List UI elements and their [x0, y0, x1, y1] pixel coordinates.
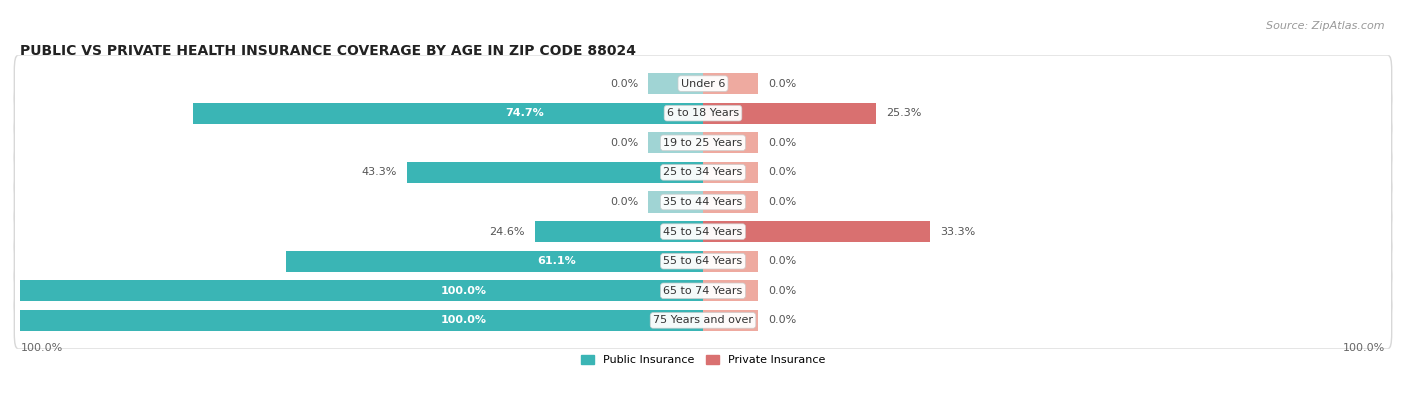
Text: 0.0%: 0.0%: [610, 138, 638, 148]
Text: 0.0%: 0.0%: [768, 316, 796, 325]
FancyBboxPatch shape: [14, 114, 1392, 171]
Text: 35 to 44 Years: 35 to 44 Years: [664, 197, 742, 207]
FancyBboxPatch shape: [14, 203, 1392, 260]
Legend: Public Insurance, Private Insurance: Public Insurance, Private Insurance: [576, 350, 830, 370]
Bar: [703, 73, 758, 94]
Text: 0.0%: 0.0%: [768, 286, 796, 296]
Text: 100.0%: 100.0%: [441, 286, 486, 296]
FancyBboxPatch shape: [14, 233, 1392, 290]
Text: 100.0%: 100.0%: [441, 316, 486, 325]
Text: 61.1%: 61.1%: [537, 256, 576, 266]
Bar: [408, 162, 703, 183]
Text: 100.0%: 100.0%: [21, 343, 63, 353]
Text: Source: ZipAtlas.com: Source: ZipAtlas.com: [1267, 21, 1385, 31]
Bar: [193, 102, 703, 124]
Bar: [648, 73, 703, 94]
Text: 33.3%: 33.3%: [941, 227, 976, 237]
FancyBboxPatch shape: [14, 85, 1392, 142]
Bar: [703, 102, 876, 124]
FancyBboxPatch shape: [15, 292, 1391, 348]
Text: 19 to 25 Years: 19 to 25 Years: [664, 138, 742, 148]
Bar: [703, 102, 876, 124]
Text: 65 to 74 Years: 65 to 74 Years: [664, 286, 742, 296]
Bar: [648, 73, 703, 94]
Text: 0.0%: 0.0%: [768, 256, 796, 266]
Text: 0.0%: 0.0%: [610, 197, 638, 207]
Text: 25.3%: 25.3%: [886, 108, 921, 118]
Text: 75 Years and over: 75 Years and over: [652, 316, 754, 325]
Bar: [21, 280, 703, 301]
FancyBboxPatch shape: [14, 173, 1392, 230]
Bar: [648, 132, 703, 154]
FancyBboxPatch shape: [15, 115, 1391, 171]
Text: 0.0%: 0.0%: [610, 78, 638, 89]
Bar: [648, 132, 703, 154]
Bar: [703, 191, 758, 213]
FancyBboxPatch shape: [15, 174, 1391, 230]
FancyBboxPatch shape: [15, 85, 1391, 141]
Bar: [21, 280, 703, 301]
Text: 100.0%: 100.0%: [1343, 343, 1385, 353]
Bar: [703, 221, 931, 242]
Bar: [703, 162, 758, 183]
Bar: [21, 310, 703, 331]
Text: 24.6%: 24.6%: [489, 227, 524, 237]
Bar: [285, 251, 703, 272]
Bar: [703, 280, 758, 301]
FancyBboxPatch shape: [14, 292, 1392, 349]
Text: 43.3%: 43.3%: [361, 167, 398, 178]
Text: 55 to 64 Years: 55 to 64 Years: [664, 256, 742, 266]
Bar: [703, 251, 758, 272]
Bar: [193, 102, 703, 124]
FancyBboxPatch shape: [14, 144, 1392, 201]
Text: 0.0%: 0.0%: [768, 138, 796, 148]
FancyBboxPatch shape: [15, 204, 1391, 259]
Bar: [703, 221, 931, 242]
Bar: [536, 221, 703, 242]
FancyBboxPatch shape: [15, 263, 1391, 318]
Bar: [648, 191, 703, 213]
Text: 0.0%: 0.0%: [768, 167, 796, 178]
Bar: [21, 310, 703, 331]
Text: 74.7%: 74.7%: [505, 108, 544, 118]
Bar: [648, 191, 703, 213]
Bar: [408, 162, 703, 183]
Text: 25 to 34 Years: 25 to 34 Years: [664, 167, 742, 178]
Text: PUBLIC VS PRIVATE HEALTH INSURANCE COVERAGE BY AGE IN ZIP CODE 88024: PUBLIC VS PRIVATE HEALTH INSURANCE COVER…: [21, 44, 637, 58]
FancyBboxPatch shape: [14, 55, 1392, 112]
Bar: [285, 251, 703, 272]
Bar: [703, 132, 758, 154]
FancyBboxPatch shape: [15, 233, 1391, 289]
Text: 0.0%: 0.0%: [768, 78, 796, 89]
FancyBboxPatch shape: [15, 56, 1391, 112]
Text: 45 to 54 Years: 45 to 54 Years: [664, 227, 742, 237]
Bar: [703, 310, 758, 331]
FancyBboxPatch shape: [15, 145, 1391, 200]
Text: 0.0%: 0.0%: [768, 197, 796, 207]
Bar: [536, 221, 703, 242]
Text: 6 to 18 Years: 6 to 18 Years: [666, 108, 740, 118]
FancyBboxPatch shape: [14, 262, 1392, 319]
Text: Under 6: Under 6: [681, 78, 725, 89]
